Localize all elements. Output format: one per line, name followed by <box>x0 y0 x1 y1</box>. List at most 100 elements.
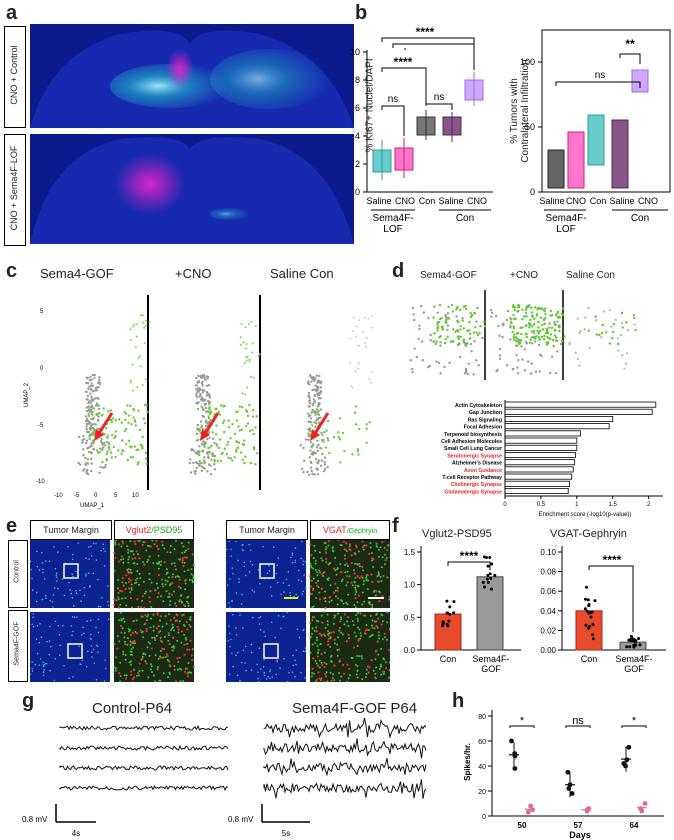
e-dot-green <box>161 544 164 547</box>
umap-dot-green <box>235 450 238 453</box>
e-dot-cyan <box>34 663 37 666</box>
e-dot-green <box>356 617 359 620</box>
d-dot-grey <box>579 330 582 333</box>
d-dot-green <box>600 331 604 335</box>
umap-dot-grey <box>207 384 211 387</box>
e-dot-green <box>347 593 350 596</box>
umap-dot-grey <box>199 420 203 423</box>
panel-a-label: a <box>6 2 18 24</box>
e-dot-red <box>368 666 371 669</box>
umap-dot-green <box>208 410 211 414</box>
d-dot-grey <box>526 360 530 363</box>
e-dot-green <box>155 634 158 637</box>
e-dot-cyan <box>45 560 47 562</box>
e-dot-cyan <box>257 569 260 571</box>
sig-b-right-0: ** <box>625 37 635 51</box>
e-dot-red <box>135 550 138 553</box>
d-dot-grey <box>467 362 470 365</box>
umap-dot-grey <box>322 469 326 473</box>
e-dot-green <box>374 658 377 661</box>
e-dot-red <box>175 604 178 608</box>
e-dot-green <box>130 663 133 666</box>
e-dot-red <box>316 655 319 658</box>
e-dot-cyan <box>48 560 51 563</box>
h-sig-2: * <box>632 715 637 727</box>
e-dot-cyan <box>71 597 74 599</box>
umap-dot-grey <box>204 378 207 381</box>
f-right-dot <box>584 623 588 627</box>
umap-dot-top <box>132 389 135 392</box>
e-dot-green <box>165 590 168 593</box>
e-dot-cyan <box>83 632 85 635</box>
e-dot-green <box>122 653 125 656</box>
umap-dot-grey <box>299 443 302 447</box>
umap-dot-grey <box>309 414 312 417</box>
umap-dot-grey <box>192 461 195 465</box>
e-dot-cyan <box>68 581 70 584</box>
umap-dot-green <box>109 451 113 454</box>
e-dot-red <box>129 633 133 637</box>
e-dot-green <box>309 622 312 625</box>
d-dot-green <box>633 316 636 320</box>
e-dot-cyan <box>104 550 106 553</box>
umap-dot-grey <box>201 374 204 377</box>
d-dot-grey <box>411 370 414 374</box>
e-dot-green <box>120 618 123 621</box>
e-dot-green <box>188 618 191 621</box>
e-dot-cyan <box>297 569 300 572</box>
e-dot-green <box>318 659 321 662</box>
e-dot-green <box>334 556 337 559</box>
umap-dot-grey <box>200 398 203 401</box>
e-dot-cyan <box>90 645 93 647</box>
e-dot-green <box>192 564 195 567</box>
e-dot-cyan <box>41 568 44 571</box>
c-arrow-0 <box>96 412 114 436</box>
e-row2-label: Sema4F-GOF <box>13 621 21 666</box>
e-dot-green <box>163 635 166 638</box>
e-dot-green <box>348 545 351 548</box>
d-dot-green <box>529 318 532 322</box>
umap-dot-grey <box>77 461 80 465</box>
panel-e-label: e <box>6 515 18 537</box>
e-dot-red <box>328 596 332 599</box>
e-dot-green <box>312 605 315 608</box>
f-left-dot <box>441 620 445 624</box>
d-dot-green <box>537 320 540 324</box>
umap-dot-grey <box>310 469 313 473</box>
e-dot-green <box>132 668 135 671</box>
d-dot-grey <box>439 372 442 375</box>
e-dot-green <box>156 586 159 589</box>
e-dot-cyan <box>250 651 253 654</box>
umap-dot-green <box>127 439 131 442</box>
umap-dot-grey <box>311 472 314 475</box>
e-dot-red <box>171 576 174 579</box>
umap-dot-grey <box>316 405 320 408</box>
d-dot-green <box>560 339 564 343</box>
umap-dot-green <box>95 413 99 417</box>
e-dot-cyan <box>97 631 100 634</box>
e-dot-green <box>186 596 189 599</box>
e-dot-red <box>172 636 175 640</box>
f-right-bar-con <box>575 610 603 651</box>
e-dot-green <box>378 637 381 640</box>
d-dot-grey <box>517 359 520 362</box>
umap-dot-top <box>370 314 373 317</box>
umap-dot-grey <box>90 382 93 385</box>
umap-dot-grey <box>319 386 323 389</box>
e-dot-green <box>363 580 366 583</box>
e-dot-red <box>145 662 148 665</box>
umap-dot-green <box>252 446 256 449</box>
e-dot-cyan <box>51 606 54 608</box>
e-dot-red <box>124 587 127 591</box>
umap-dot-grey <box>307 412 310 415</box>
e-dot-green <box>189 671 192 674</box>
e-dot-green <box>133 582 136 585</box>
e-dot-cyan <box>53 587 56 589</box>
c-ytick-3: -10 <box>36 479 45 485</box>
e-dot-green <box>386 576 389 579</box>
e-dot-cyan <box>259 668 262 670</box>
e-dot-green <box>188 578 191 581</box>
umap-dot-grey <box>89 406 93 409</box>
e-dot-red <box>186 628 189 631</box>
e-dot-red <box>349 549 352 552</box>
